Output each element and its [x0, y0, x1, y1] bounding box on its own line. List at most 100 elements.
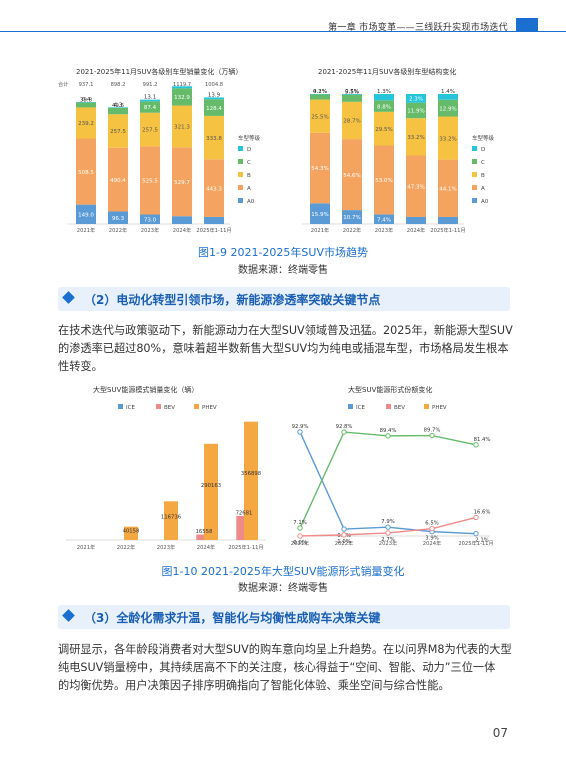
bar-bev [196, 534, 205, 540]
bar-segment [76, 102, 96, 108]
bar-segment [140, 112, 160, 147]
data-label: 7.9% [381, 519, 394, 525]
legend-label: A [481, 186, 485, 192]
legend-swatch [348, 404, 353, 409]
legend-label: A0 [247, 199, 255, 205]
total-value: 1119.7 [173, 82, 191, 88]
data-label: 443.3 [206, 186, 222, 192]
data-label: 333.8 [206, 136, 222, 142]
data-label: 25.5% [311, 114, 328, 120]
bar-segment [204, 99, 224, 116]
data-label: 529.7 [174, 180, 190, 186]
tick-label: 2024年 [407, 226, 425, 234]
data-label: 239.2 [78, 121, 94, 127]
bar-segment [172, 147, 192, 217]
data-label: 33.2% [407, 135, 424, 141]
data-label: 128.4 [206, 106, 222, 112]
data-label: 13.1 [144, 95, 156, 101]
data-label: 44.1% [439, 187, 456, 193]
chart1-title: 2021-2025年11月SUV各级别车型销量变化（万辆） [76, 68, 243, 76]
paragraph-line: 在技术迭代与政策驱动下，新能源动力在大型SUV领域普及迅猛。2025年，新能源大… [58, 324, 513, 337]
legend-label: BEV [394, 405, 405, 411]
legend-label: B [481, 173, 485, 179]
legend-label: PHEV [432, 405, 447, 411]
data-label: 40158 [123, 529, 140, 535]
tick-label: 2021年 [291, 539, 309, 547]
legend-swatch [472, 159, 477, 164]
legend-label: A [247, 186, 251, 192]
data-point [473, 442, 479, 448]
data-label: 49.5 [112, 103, 125, 109]
bar-segment [406, 216, 426, 224]
data-label: 2.7% [381, 537, 394, 543]
total-value: 1004.8 [205, 82, 223, 88]
legend-title: 车型等级 [472, 134, 495, 142]
tick-label: 2023年 [157, 543, 175, 551]
figure-1-9-source: 数据来源：终端零售 [238, 265, 328, 276]
tick-label: 2024年 [173, 226, 191, 234]
bar-segment [342, 210, 362, 224]
bar-segment [438, 94, 458, 100]
bar-segment [342, 94, 362, 102]
legend-title: 车型等级 [238, 134, 261, 142]
tick-label: 2021年 [311, 226, 329, 234]
data-label: 116736 [161, 515, 182, 521]
data-label: 3.9% [425, 536, 438, 542]
bar-segment [108, 114, 128, 148]
data-label: 39.8 [80, 97, 93, 103]
data-label: 6.5% [425, 521, 438, 527]
bar-segment [310, 132, 330, 204]
section-heading-2: （2）电动化转型引领市场，新能源渗透率突破关键节点 [58, 287, 510, 311]
data-label: 1.4% [441, 89, 455, 95]
tick-label: 2024年 [197, 543, 215, 551]
bar-bev [236, 515, 245, 540]
chart-large-suv-energy-share: 2021年2022年2023年2024年2025年1-11月92.9%6.2%7… [291, 404, 494, 547]
totals-label: 合计 [58, 80, 68, 88]
data-label: 28.7% [343, 119, 360, 125]
data-label: 508.5 [78, 170, 94, 176]
tick-label: 2021年 [77, 543, 95, 551]
legend-swatch [238, 159, 243, 164]
data-label: 10.7% [343, 215, 360, 221]
data-label: 54.6% [343, 173, 360, 179]
data-label: 290163 [201, 483, 221, 489]
legend-swatch [238, 198, 243, 203]
data-label: 13.9 [208, 92, 221, 98]
bar-segment [374, 111, 394, 146]
legend-swatch [472, 172, 477, 177]
legend-swatch [472, 198, 477, 203]
data-point [297, 525, 303, 531]
bar-segment [342, 94, 362, 95]
chart3-title: 大型SUV能源模式销量变化（辆） [93, 386, 199, 394]
data-point [385, 530, 391, 536]
total-value: 991.2 [143, 82, 158, 88]
data-label: 11.9% [407, 109, 424, 115]
data-point [385, 433, 391, 439]
data-label: 89.7% [424, 428, 441, 434]
figure-1-10-caption: 图1-10 2021-2025年大型SUV能源形式销量变化 [161, 565, 405, 578]
chart2-title: 2021-2025年11月SUV各级别车型结构变化 [318, 68, 457, 76]
data-label: 72681 [236, 510, 253, 516]
tick-label: 2022年 [117, 543, 135, 551]
chart-suv-sales-by-class: 149.0 508.5 239.2 39.80.4 2021年 96.3 490.4 257.… [58, 80, 261, 234]
section-2-title: （2）电动化转型引领市场，新能源渗透率突破关键节点 [84, 293, 381, 307]
bar-segment [438, 159, 458, 217]
data-label: 4.3 [114, 102, 123, 108]
header-rule [0, 31, 566, 32]
data-label: 12.9% [439, 106, 456, 112]
legend-swatch [238, 172, 243, 177]
tick-label: 2023年 [375, 226, 393, 234]
bar-segment [108, 107, 128, 115]
legend-label: D [481, 147, 485, 153]
bar-segment [108, 211, 128, 224]
bar-segment [374, 214, 394, 224]
bar-segment [140, 146, 160, 215]
data-point [385, 524, 391, 530]
legend-label: ICE [126, 405, 135, 411]
data-label: 7.4% [377, 217, 391, 223]
data-label: 92.9% [292, 424, 309, 430]
tick-label: 2021年 [77, 226, 95, 234]
chart-large-suv-energy-sales: 2021年 40158 2022年 116736 2023年 290163 16558 202… [66, 404, 266, 551]
data-label: 0.5% [345, 89, 359, 95]
legend-label: A0 [481, 199, 489, 205]
